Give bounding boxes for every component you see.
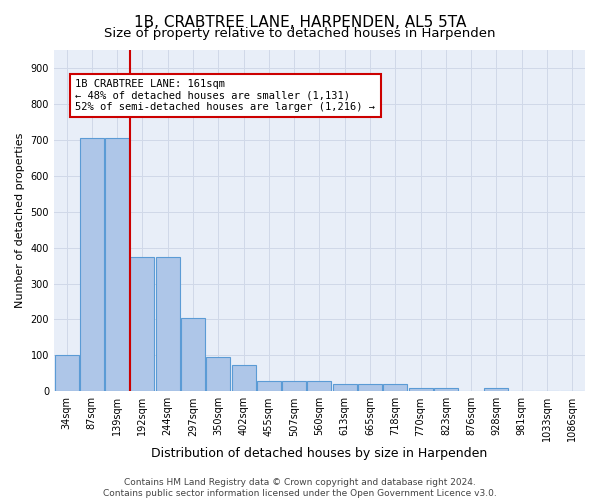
- Text: 1B, CRABTREE LANE, HARPENDEN, AL5 5TA: 1B, CRABTREE LANE, HARPENDEN, AL5 5TA: [134, 15, 466, 30]
- Bar: [257, 380, 281, 392]
- Bar: [181, 318, 205, 392]
- Text: 1B CRABTREE LANE: 161sqm
← 48% of detached houses are smaller (1,131)
52% of sem: 1B CRABTREE LANE: 161sqm ← 48% of detach…: [76, 78, 376, 112]
- Bar: [333, 384, 357, 392]
- Bar: [282, 380, 306, 392]
- Bar: [156, 256, 180, 392]
- Bar: [232, 366, 256, 392]
- Y-axis label: Number of detached properties: Number of detached properties: [15, 133, 25, 308]
- Bar: [434, 388, 458, 392]
- Bar: [130, 256, 154, 392]
- Bar: [383, 384, 407, 392]
- X-axis label: Distribution of detached houses by size in Harpenden: Distribution of detached houses by size …: [151, 447, 488, 460]
- Bar: [55, 356, 79, 392]
- Bar: [307, 380, 331, 392]
- Text: Size of property relative to detached houses in Harpenden: Size of property relative to detached ho…: [104, 28, 496, 40]
- Bar: [80, 138, 104, 392]
- Text: Contains HM Land Registry data © Crown copyright and database right 2024.
Contai: Contains HM Land Registry data © Crown c…: [103, 478, 497, 498]
- Bar: [206, 357, 230, 392]
- Bar: [409, 388, 433, 392]
- Bar: [105, 138, 129, 392]
- Bar: [484, 388, 508, 392]
- Bar: [358, 384, 382, 392]
